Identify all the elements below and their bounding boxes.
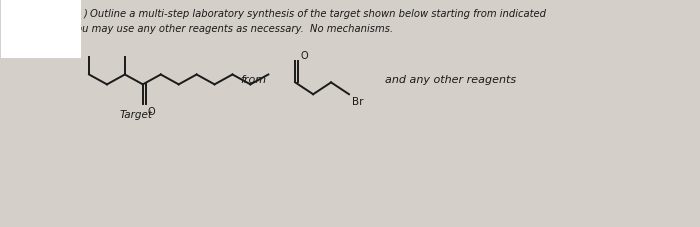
Text: from: from: [240, 75, 267, 85]
Text: molecules. You may use any other reagents as necessary.  No mechanisms.: molecules. You may use any other reagent…: [14, 24, 393, 34]
Text: Br: Br: [352, 97, 363, 107]
Text: ) Outline a multi-step laboratory synthesis of the target shown below starting f: ) Outline a multi-step laboratory synthe…: [84, 9, 547, 19]
Text: and any other reagents: and any other reagents: [385, 75, 516, 85]
Text: Target: Target: [120, 110, 153, 120]
Bar: [1, 1, 81, 58]
Text: O: O: [148, 107, 155, 117]
Text: O: O: [300, 50, 308, 60]
